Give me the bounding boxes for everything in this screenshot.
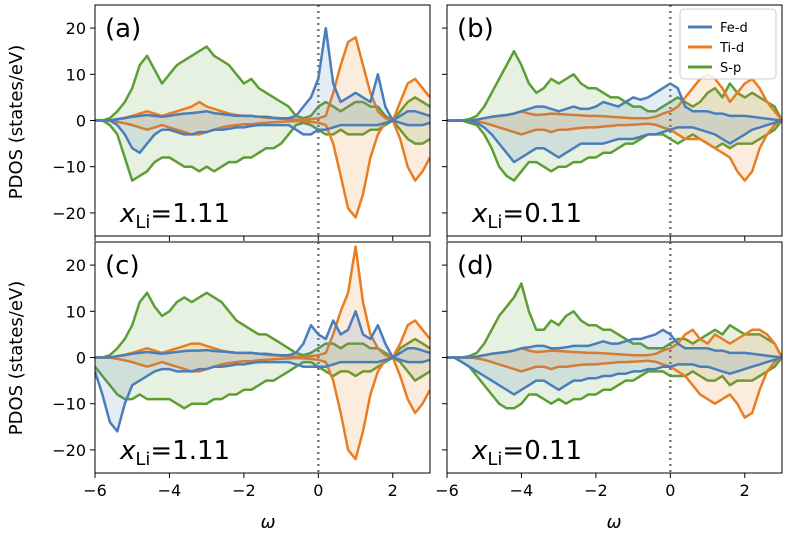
line-s-p-down [447,356,782,410]
area-fe-d-down [447,120,782,163]
line-fe-d-up [95,310,430,359]
area-fe-d-up [95,311,430,358]
panel-label: (d) [457,251,494,281]
line-fe-d-down [95,356,430,433]
y-tick-label: 0 [76,112,86,131]
x-tick-label: 0 [313,481,323,500]
area-ti-d-up [447,74,782,121]
xli-label: xLi=1.11 [119,199,230,233]
line-fe-d-down [447,119,782,164]
panel-label: (c) [105,251,140,281]
legend-label-s-p: S-p [720,61,741,76]
xli-label: xLi=0.11 [471,199,582,233]
line-fe-d-up [447,328,782,359]
x-tick-label: −6 [83,481,107,500]
y-tick-label: −10 [52,395,86,414]
x-tick-label: 0 [665,481,675,500]
x-tick-label: −4 [510,481,534,500]
area-fe-d-up [447,83,782,121]
y-tick-label: 10 [66,65,86,84]
area-s-p-down [447,357,782,409]
xli-subscript: Li [135,449,150,470]
line-s-p-down [95,119,430,182]
area-fe-d-down [447,357,782,395]
legend: Fe-d Ti-d S-p [679,8,777,80]
xli-value: =0.11 [502,199,582,229]
y-tick-label: −20 [52,441,86,460]
line-s-p-up [95,45,430,122]
y-tick-label: −20 [52,204,86,223]
xli-label: xLi=0.11 [471,436,582,470]
x-tick-label: −2 [584,481,608,500]
line-ti-d-down [447,356,782,419]
line-fe-d-down [95,119,430,155]
x-axis-label-left: ω [260,512,275,533]
panel-d: −6 −4 −2 0 2 (d) xLi=0.11 [435,241,783,500]
area-ti-d-down [447,120,782,181]
y-axis-label-top: PDOS (states/eV) [6,45,27,200]
area-ti-d-down [447,357,782,418]
panel-label: (b) [457,14,494,44]
data-group [447,282,782,419]
x-tick-label: 2 [388,481,398,500]
panel-b: (b) xLi=0.11 [442,4,783,241]
y-tick-label: 20 [66,256,86,275]
area-fe-d-down [95,357,430,432]
line-ti-d-down [95,119,430,219]
panel-a: 20 10 0 −10 −20 (a) xLi=1.11 [52,4,431,241]
area-fe-d-down [95,120,430,153]
line-s-p-up [447,282,782,359]
legend-label-fe-d: Fe-d [720,21,748,36]
data-group [447,49,782,182]
line-fe-d-up [95,26,430,122]
x-tick-label: 2 [740,481,750,500]
data-group [95,245,430,461]
x-tick-label: −6 [435,481,459,500]
line-fe-d-down [447,356,782,396]
xli-subscript: Li [487,212,502,233]
line-s-p-down [447,119,782,182]
x-tick-label: −4 [158,481,182,500]
y-tick-label: 20 [66,19,86,38]
data-group [95,26,430,219]
xli-value: =1.11 [150,199,230,229]
area-ti-d-down [95,120,430,218]
x-axis-label-right: ω [606,512,621,533]
xli-symbol: x [471,199,488,229]
line-s-p-up [95,291,430,359]
y-tick-label: 0 [76,349,86,368]
xli-subscript: Li [135,212,150,233]
panel-label: (a) [105,14,141,44]
y-tick-label: −10 [52,158,86,177]
xli-value: =1.11 [150,436,230,466]
area-s-p-up [95,292,430,358]
x-tick-label: −2 [232,481,256,500]
line-ti-d-down [447,119,782,182]
y-tick-label: 10 [66,302,86,321]
line-fe-d-up [447,82,782,122]
line-ti-d-down [95,356,430,461]
xli-subscript: Li [487,449,502,470]
y-axis-label-bottom: PDOS (states/eV) [6,281,27,436]
area-s-p-down [447,120,782,181]
area-s-p-up [447,283,782,358]
xli-symbol: x [471,436,488,466]
xli-value: =0.11 [502,436,582,466]
area-s-p-down [95,120,430,181]
xli-symbol: x [119,436,136,466]
xli-symbol: x [119,199,136,229]
line-s-p-down [95,356,430,410]
legend-label-ti-d: Ti-d [719,41,744,56]
xli-label: xLi=1.11 [119,436,230,470]
line-s-p-up [447,49,782,122]
area-ti-d-down [95,357,430,460]
